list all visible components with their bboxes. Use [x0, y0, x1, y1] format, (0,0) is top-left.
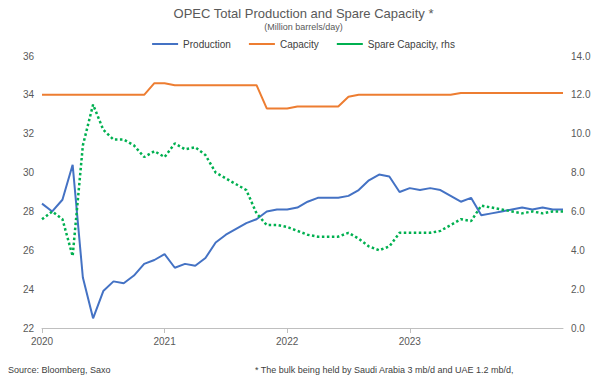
svg-text:28: 28: [23, 206, 35, 217]
svg-text:4.0: 4.0: [571, 245, 585, 256]
svg-text:2.0: 2.0: [571, 284, 585, 295]
svg-text:2023: 2023: [399, 336, 422, 347]
svg-text:34: 34: [23, 89, 35, 100]
svg-text:26: 26: [23, 245, 35, 256]
svg-text:24: 24: [23, 284, 35, 295]
svg-text:0.0: 0.0: [571, 323, 585, 334]
svg-text:Production: Production: [183, 39, 231, 50]
svg-text:14.0: 14.0: [571, 51, 591, 62]
svg-text:6.0: 6.0: [571, 206, 585, 217]
svg-text:(Million barrels/day): (Million barrels/day): [264, 22, 343, 32]
svg-text:2020: 2020: [31, 336, 54, 347]
svg-text:30: 30: [23, 167, 35, 178]
svg-text:10.0: 10.0: [571, 128, 591, 139]
svg-text:Source: Bloomberg, Saxo: Source: Bloomberg, Saxo: [8, 365, 111, 375]
svg-text:Spare Capacity, rhs: Spare Capacity, rhs: [368, 39, 455, 50]
svg-text:12.0: 12.0: [571, 89, 591, 100]
svg-text:2021: 2021: [153, 336, 176, 347]
svg-text:2022: 2022: [276, 336, 299, 347]
svg-text:OPEC Total Production and Spar: OPEC Total Production and Spare Capacity…: [174, 6, 434, 21]
svg-text:22: 22: [23, 323, 35, 334]
svg-text:36: 36: [23, 51, 35, 62]
svg-text:32: 32: [23, 128, 35, 139]
svg-text:Capacity: Capacity: [280, 39, 319, 50]
svg-text:* The bulk being held by Saudi: * The bulk being held by Saudi Arabia 3 …: [255, 365, 514, 375]
svg-text:8.0: 8.0: [571, 167, 585, 178]
